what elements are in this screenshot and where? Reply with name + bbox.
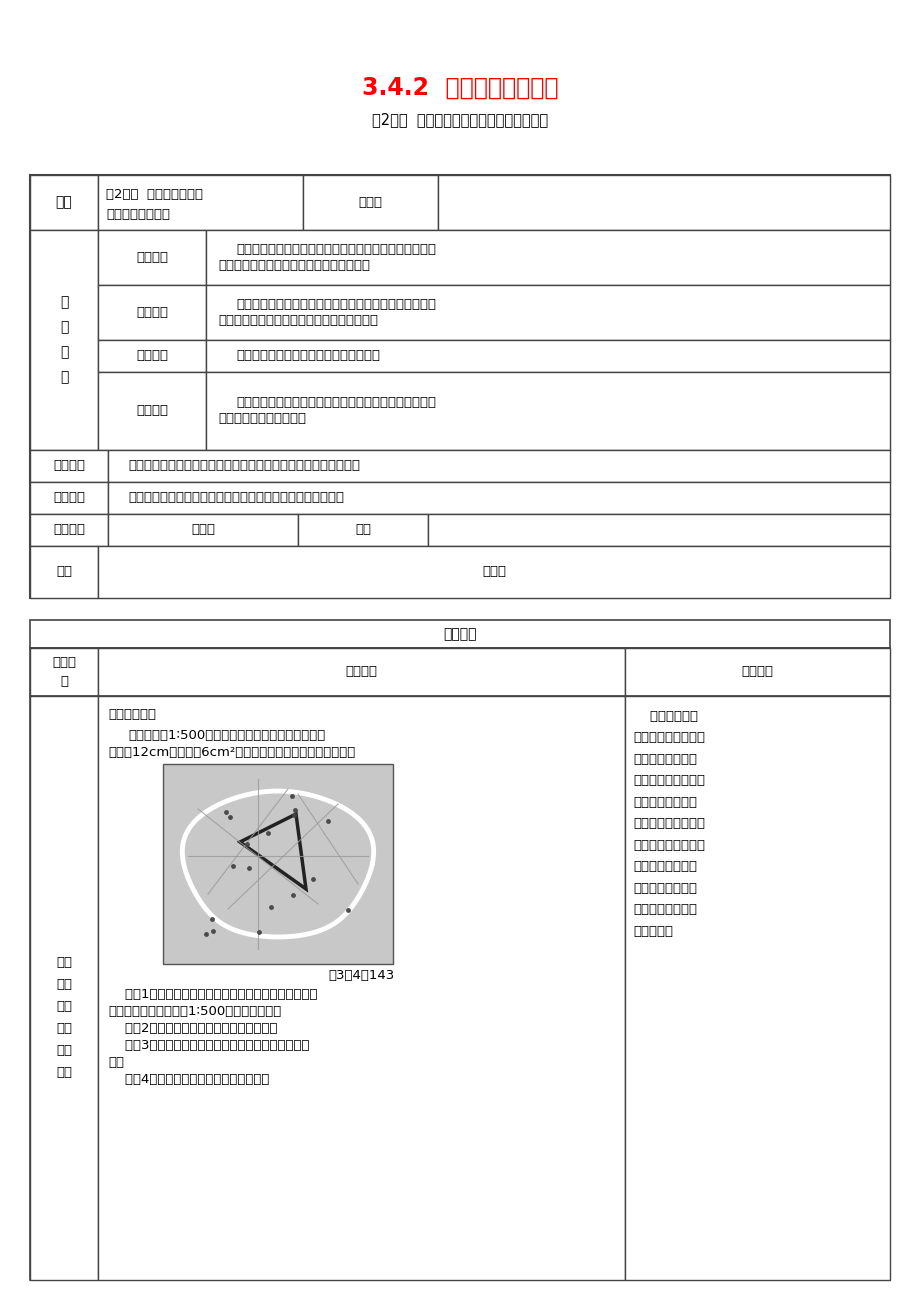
Text: 在探索过程中发展学生积极的情感、态度、价值观，体验: 在探索过程中发展学生积极的情感、态度、价值观，体验 [236, 397, 436, 410]
Bar [624, 648, 889, 697]
Text: 授课类型: 授课类型 [53, 523, 85, 536]
Bar [163, 764, 392, 963]
Text: 相似三角形的周长比、面积比与相似比的关系的推导和应用．: 相似三角形的周长比、面积比与相似比的关系的推导和应用． [128, 491, 344, 504]
Bar [624, 697, 889, 1280]
Text: 学生们在一个
开放的环境下展示、
讲解生活中遇到的
实际问题，亲身经历
和感受数学知识来
源于生活中的过程，
在交流过程中，学生
们已能用自己的语
言归纳总结出: 学生们在一个 开放的环境下展示、 讲解生活中遇到的 实际问题，亲身经历 和感受数… [632, 710, 704, 937]
Bar [98, 340, 206, 372]
Text: 理解并掌握相似三角形的周长比等于相似比，面积比等于: 理解并掌握相似三角形的周长比等于相似比，面积比等于 [236, 243, 436, 256]
Text: 教具: 教具 [56, 565, 72, 578]
Text: 第2课时  相似三角形对应周长和面积的性质: 第2课时 相似三角形对应周长和面积的性质 [371, 112, 548, 128]
Text: 教学难点: 教学难点 [53, 491, 85, 504]
Bar [108, 482, 889, 514]
Text: 授课人: 授课人 [358, 197, 382, 210]
Bar [98, 285, 206, 340]
Text: 解决问题策略的多样性．: 解决问题策略的多样性． [218, 413, 306, 426]
Bar [98, 230, 206, 285]
Text: 教学重点: 教学重点 [53, 460, 85, 473]
Bar [437, 174, 889, 230]
Bar [30, 648, 889, 697]
Text: 师生活动: 师生活动 [346, 665, 377, 678]
Text: 教学活动: 教学活动 [443, 628, 476, 641]
Bar [30, 450, 108, 482]
Text: 学生的逆向思维能力，打破思维定势的束缚．: 学生的逆向思维能力，打破思维定势的束缚． [218, 314, 378, 327]
Bar [108, 450, 889, 482]
Bar [206, 372, 889, 450]
Text: 吗？: 吗？ [108, 1056, 124, 1069]
Bar [30, 620, 889, 648]
Bar [98, 546, 889, 598]
Bar [298, 514, 427, 546]
Bar [302, 174, 437, 230]
Text: 数学思考: 数学思考 [136, 306, 168, 319]
Text: 问题2：要解决这个问题，需要什么知识？: 问题2：要解决这个问题，需要什么知识？ [108, 1022, 278, 1035]
Bar [30, 514, 108, 546]
Bar [206, 340, 889, 372]
Text: 情感态度: 情感态度 [136, 405, 168, 418]
Text: 新授课: 新授课 [191, 523, 215, 536]
Text: 第2课时  相似三角形对应
周长和面积的性质: 第2课时 相似三角形对应 周长和面积的性质 [106, 187, 203, 221]
Bar [98, 697, 624, 1280]
Bar [30, 482, 108, 514]
Bar [98, 372, 206, 450]
Bar [206, 285, 889, 340]
Bar [30, 230, 98, 450]
Text: 能用相似三角形的性质解决简单的问题．: 能用相似三角形的性质解决简单的问题． [236, 349, 380, 362]
Text: 课题: 课题 [55, 195, 73, 210]
Text: 课时: 课时 [355, 523, 370, 536]
Text: 知识技能: 知识技能 [136, 251, 168, 264]
Text: 周长为12cm，面积为6cm²，求这个地块的实际周长及面积．: 周长为12cm，面积为6cm²，求这个地块的实际周长及面积． [108, 746, 355, 759]
Text: 活动
一：
创设
情境
导入
新课: 活动 一： 创设 情境 导入 新课 [56, 956, 72, 1078]
Text: 问题1：在这个情景中，地图上的三角形形状的地块与: 问题1：在这个情景中，地图上的三角形形状的地块与 [108, 988, 317, 1001]
Text: 相似比的平方，并能用来解决简单的问题．: 相似比的平方，并能用来解决简单的问题． [218, 259, 369, 272]
Text: 教学步
骤: 教学步 骤 [52, 656, 76, 687]
Bar [206, 230, 889, 285]
Text: 教
学
目
标: 教 学 目 标 [60, 296, 68, 384]
Bar [30, 648, 98, 697]
Bar [98, 648, 624, 697]
Text: 实际地块是什么关系？1∶500表示什么含义？: 实际地块是什么关系？1∶500表示什么含义？ [108, 1005, 281, 1018]
Text: 问题3：你能对这个地块的实际周长与面积做出估计: 问题3：你能对这个地块的实际周长与面积做出估计 [108, 1039, 309, 1052]
Bar [108, 514, 298, 546]
Bar [30, 174, 98, 230]
Bar [30, 174, 889, 598]
Text: 问题解决: 问题解决 [136, 349, 168, 362]
Text: 在比例尺为1∶500的地图上，测得一个三角形地块的: 在比例尺为1∶500的地图上，测得一个三角形地块的 [128, 729, 325, 742]
Bar [98, 174, 302, 230]
Text: 多媒体: 多媒体 [482, 565, 505, 578]
Text: 培养学生全面地观察问题与分析问题的能力，进一步培养: 培养学生全面地观察问题与分析问题的能力，进一步培养 [236, 298, 436, 311]
Text: 问题4：如何说明你的猜想是否正确呢？: 问题4：如何说明你的猜想是否正确呢？ [108, 1073, 269, 1086]
Text: 理解相似三角形的周长比等于相似比，面积比等于相似比的平方．: 理解相似三角形的周长比等于相似比，面积比等于相似比的平方． [128, 460, 359, 473]
Text: 3.4.2  相似三角形的性质: 3.4.2 相似三角形的性质 [361, 76, 558, 100]
Bar [30, 697, 889, 1280]
Bar [30, 546, 98, 598]
Text: 设计意图: 设计意图 [741, 665, 773, 678]
Bar [427, 514, 889, 546]
Bar [30, 697, 98, 1280]
Text: 图3－4－143: 图3－4－143 [328, 969, 394, 982]
Text: 【课堂引入】: 【课堂引入】 [108, 708, 156, 721]
